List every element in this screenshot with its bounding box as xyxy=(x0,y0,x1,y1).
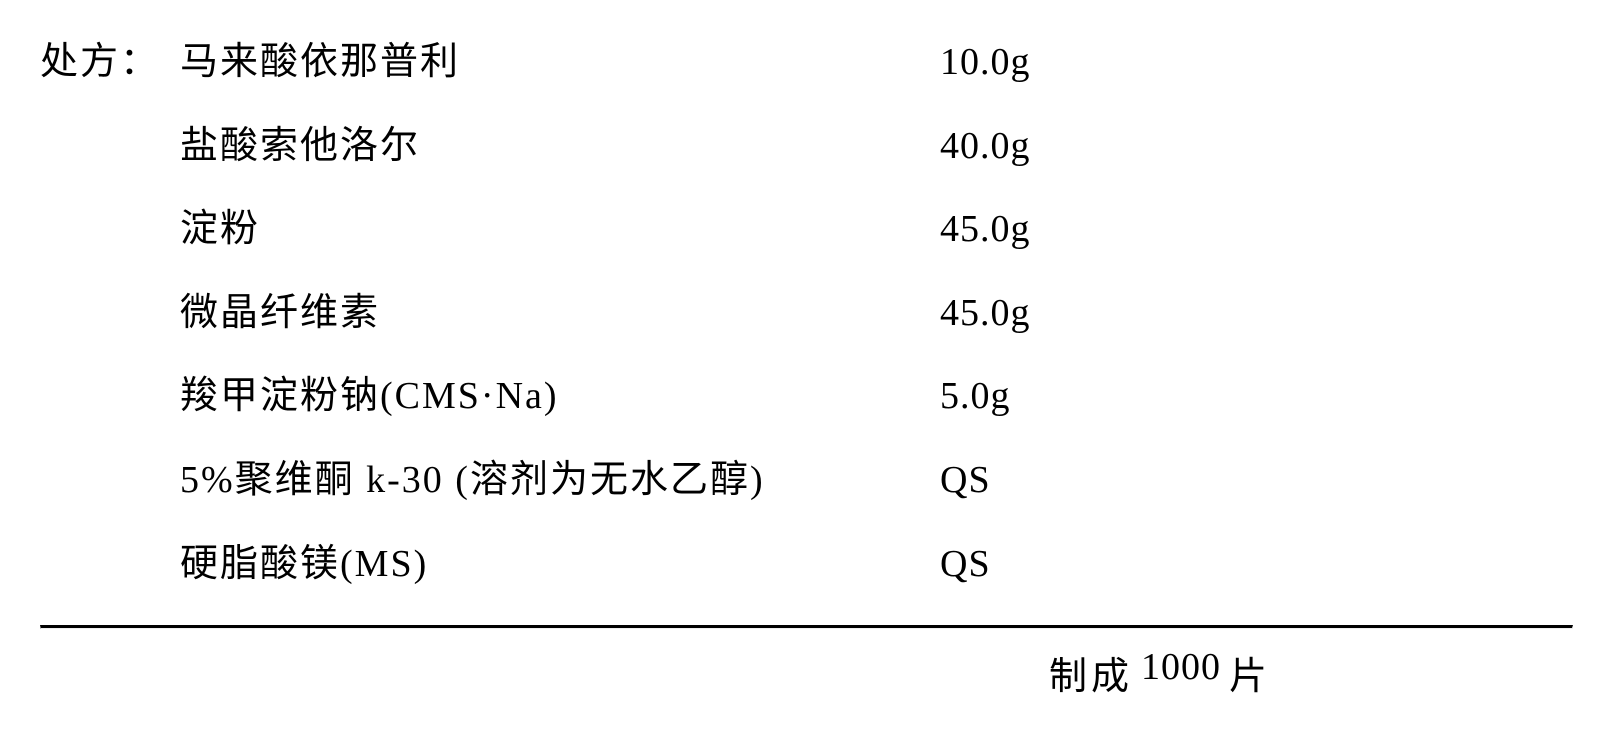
prescription-container: 处方： 马来酸依那普利 10.0g 盐酸索他洛尔 40.0g 淀粉 45.0g … xyxy=(40,40,1571,700)
ingredient-name: 盐酸索他洛尔 xyxy=(180,124,940,170)
ingredient-name: 5%聚维酮 k-30 (溶剂为无水乙醇) xyxy=(180,458,940,504)
ingredient-amount: QS xyxy=(940,542,991,588)
ingredient-amount: QS xyxy=(940,458,991,504)
prescription-row: 5%聚维酮 k-30 (溶剂为无水乙醇) QS xyxy=(40,458,1571,504)
prescription-footer: 制成 1000 片 xyxy=(40,645,1571,700)
prescription-row: 处方： 马来酸依那普利 10.0g xyxy=(40,40,1571,86)
ingredient-amount: 45.0g xyxy=(940,207,1031,253)
footer-prefix: 制成 xyxy=(1049,645,1133,700)
ingredient-amount: 5.0g xyxy=(940,374,1011,420)
footer-suffix: 片 xyxy=(1229,645,1271,700)
ingredient-name: 硬脂酸镁(MS) xyxy=(180,542,940,588)
prescription-row: 微晶纤维素 45.0g xyxy=(40,291,1571,337)
footer-number: 1000 xyxy=(1141,645,1221,700)
ingredient-name: 淀粉 xyxy=(180,207,940,253)
prescription-row: 淀粉 45.0g xyxy=(40,207,1571,253)
prescription-row: 盐酸索他洛尔 40.0g xyxy=(40,124,1571,170)
prescription-row: 羧甲淀粉钠(CMS·Na) 5.0g xyxy=(40,374,1571,420)
ingredient-amount: 45.0g xyxy=(940,291,1031,337)
ingredient-name: 羧甲淀粉钠(CMS·Na) xyxy=(180,374,940,420)
ingredient-amount: 10.0g xyxy=(940,40,1031,86)
divider-line xyxy=(40,625,1573,629)
ingredient-name: 马来酸依那普利 xyxy=(180,40,940,86)
ingredient-name: 微晶纤维素 xyxy=(180,291,940,337)
ingredient-amount: 40.0g xyxy=(940,124,1031,170)
prescription-row: 硬脂酸镁(MS) QS xyxy=(40,542,1571,588)
prescription-prefix: 处方： xyxy=(40,40,180,86)
